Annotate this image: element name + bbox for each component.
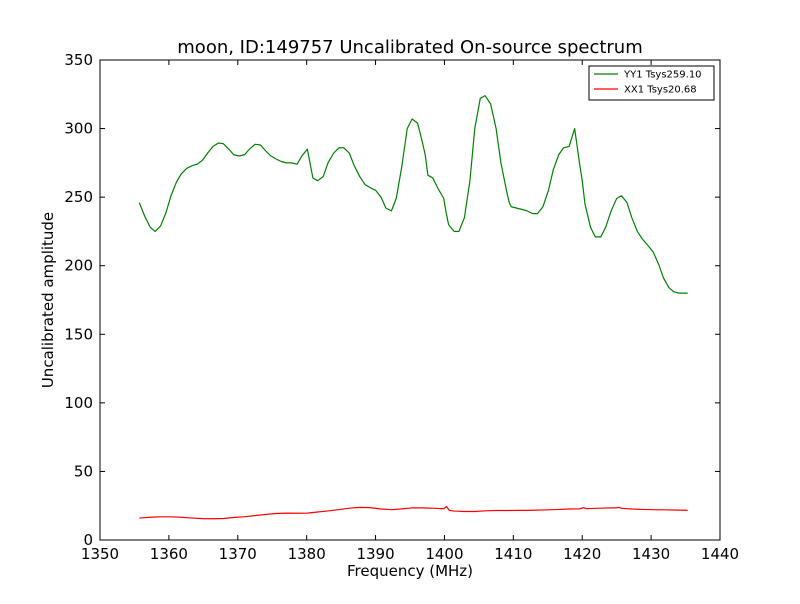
x-tick-label: 1400: [425, 545, 463, 563]
x-tick-label: 1380: [288, 545, 326, 563]
y-tick-label: 100: [64, 394, 93, 412]
legend-box: [588, 65, 715, 101]
x-tick-label: 1430: [632, 545, 670, 563]
y-tick-label: 300: [64, 120, 93, 138]
x-tick-label: 1390: [356, 545, 394, 563]
y-tick-label: 50: [74, 462, 93, 480]
axes-frame: [99, 59, 721, 541]
series-line-yy1: [138, 95, 688, 294]
x-tick-label: 1440: [701, 545, 739, 563]
x-tick-label: 1370: [219, 545, 257, 563]
y-axis-label: Uncalibrated amplitude: [39, 212, 57, 388]
x-tick-label: 1350: [81, 545, 119, 563]
y-tick-label: 0: [83, 531, 93, 549]
y-tick-label: 350: [64, 51, 93, 69]
x-tick-label: 1420: [563, 545, 601, 563]
x-tick-label: 1360: [150, 545, 188, 563]
legend-label: XX1 Tsys20.68: [624, 85, 697, 96]
x-axis-label: Frequency (MHz): [347, 562, 473, 580]
y-tick-label: 200: [64, 257, 93, 275]
legend: YY1 Tsys259.10 XX1 Tsys20.68: [588, 65, 715, 101]
x-tick-label: 1410: [494, 545, 532, 563]
series-line-xx1: [139, 505, 688, 520]
y-tick-label: 150: [64, 325, 93, 343]
chart-title: moon, ID:149757 Uncalibrated On-source s…: [177, 37, 642, 58]
legend-label: YY1 Tsys259.10: [623, 70, 702, 81]
y-tick-label: 250: [64, 188, 93, 206]
ticks-group: 1350 1360 1370 1380 1390 1400 1410 1420 1430 1440…: [64, 51, 739, 563]
